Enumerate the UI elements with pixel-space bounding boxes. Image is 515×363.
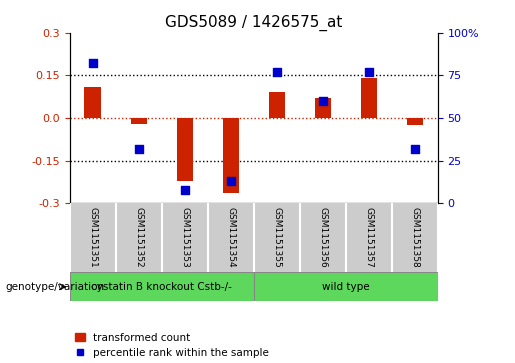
Text: GSM1151358: GSM1151358 — [410, 207, 419, 268]
Text: GSM1151353: GSM1151353 — [180, 207, 189, 268]
Point — [319, 98, 327, 104]
Bar — [130, 118, 147, 124]
Text: GSM1151352: GSM1151352 — [134, 207, 143, 268]
Bar — [70, 272, 253, 301]
Point — [410, 146, 419, 152]
Bar — [407, 118, 423, 125]
Legend: transformed count, percentile rank within the sample: transformed count, percentile rank withi… — [75, 333, 269, 358]
Point — [227, 178, 235, 184]
Bar — [84, 87, 100, 118]
Point — [272, 69, 281, 75]
Bar — [222, 118, 238, 193]
Text: GSM1151351: GSM1151351 — [88, 207, 97, 268]
Text: wild type: wild type — [322, 282, 369, 292]
Bar — [269, 93, 285, 118]
Point — [134, 146, 143, 152]
Text: GSM1151354: GSM1151354 — [226, 207, 235, 268]
Point — [180, 187, 188, 192]
Title: GDS5089 / 1426575_at: GDS5089 / 1426575_at — [165, 15, 342, 31]
Text: genotype/variation: genotype/variation — [5, 282, 104, 292]
Text: cystatin B knockout Cstb-/-: cystatin B knockout Cstb-/- — [91, 282, 232, 292]
Point — [365, 69, 373, 75]
Bar — [360, 78, 377, 118]
Text: GSM1151356: GSM1151356 — [318, 207, 327, 268]
Bar — [253, 272, 438, 301]
Text: GSM1151355: GSM1151355 — [272, 207, 281, 268]
Point — [89, 61, 97, 66]
Text: GSM1151357: GSM1151357 — [364, 207, 373, 268]
Bar — [315, 98, 331, 118]
Bar — [177, 118, 193, 180]
